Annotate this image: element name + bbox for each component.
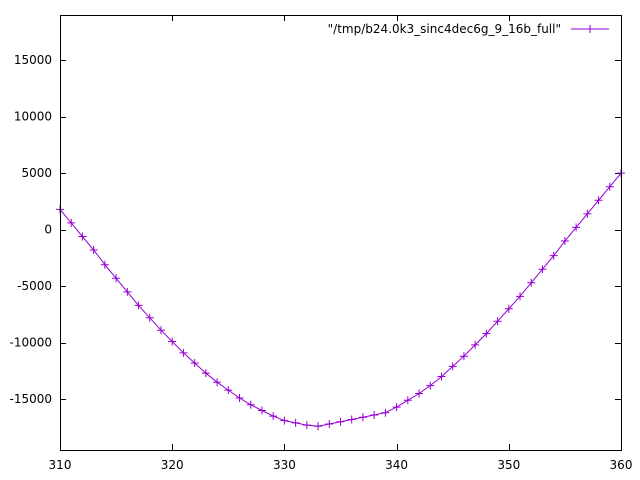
data-point-marker <box>134 301 143 310</box>
data-point-marker <box>291 418 300 427</box>
y-tick-label: -5000 <box>17 279 52 293</box>
data-point-marker <box>437 372 446 381</box>
data-point-marker <box>179 348 188 357</box>
data-point-marker <box>100 260 109 269</box>
data-point-marker <box>302 421 311 430</box>
y-tick-label: 15000 <box>14 53 52 67</box>
data-point-marker <box>112 274 121 283</box>
y-tick-label: 5000 <box>21 166 52 180</box>
legend: "/tmp/b24.0k3_sinc4dec6g_9_16b_full" <box>328 22 609 36</box>
plot-frame <box>60 15 622 451</box>
legend-label: "/tmp/b24.0k3_sinc4dec6g_9_16b_full" <box>328 22 561 36</box>
x-tick-label: 350 <box>497 458 520 472</box>
data-point-marker <box>504 304 513 313</box>
data-point-marker <box>527 278 536 287</box>
data-point-marker <box>213 378 222 387</box>
data-point-marker <box>448 362 457 371</box>
x-tick-label: 330 <box>273 458 296 472</box>
data-point-marker <box>314 422 323 431</box>
data-point-marker <box>78 232 87 241</box>
data-point-marker <box>89 246 98 255</box>
data-point-marker <box>370 410 379 419</box>
data-point-marker <box>403 396 412 405</box>
data-point-marker <box>415 389 424 398</box>
data-point-marker <box>572 223 581 232</box>
x-tick-label: 340 <box>385 458 408 472</box>
data-point-marker <box>516 292 525 301</box>
data-point-marker <box>145 313 154 322</box>
data-point-marker <box>560 236 569 245</box>
x-tick-label: 310 <box>49 458 72 472</box>
data-point-marker <box>246 400 255 409</box>
data-point-marker <box>347 415 356 424</box>
data-point-marker <box>549 251 558 260</box>
data-point-marker <box>190 359 199 367</box>
data-point-marker <box>583 209 592 218</box>
data-point-marker <box>381 408 390 417</box>
data-point-marker <box>459 352 468 361</box>
data-point-marker <box>482 329 491 338</box>
axis-ticks: 310 320 330 340 350 360 -15000 -10000 -5000 0 5000… <box>9 15 632 472</box>
data-point-marker <box>426 381 435 390</box>
data-point-marker <box>224 386 233 395</box>
data-point-marker <box>605 182 614 191</box>
y-tick-label: 10000 <box>14 110 52 124</box>
data-point-marker <box>280 416 289 425</box>
series-layer <box>56 169 625 431</box>
x-tick-label: 320 <box>161 458 184 472</box>
data-point-marker <box>201 369 210 378</box>
data-point-marker <box>168 337 177 346</box>
series-line <box>59 172 622 427</box>
data-point-marker <box>336 417 345 426</box>
data-point-marker <box>392 403 401 412</box>
data-point-marker <box>235 394 244 403</box>
x-tick-label: 360 <box>610 458 633 472</box>
data-point-marker <box>493 317 502 326</box>
legend-marker <box>586 25 594 33</box>
y-tick-label: -10000 <box>9 336 52 350</box>
y-tick-label: -15000 <box>9 392 52 406</box>
data-point-marker <box>156 326 165 335</box>
data-point-marker <box>471 340 480 349</box>
y-tick-label: 0 <box>44 223 52 237</box>
data-point-marker <box>325 420 334 429</box>
data-point-marker <box>538 265 547 274</box>
data-point-marker <box>67 218 76 227</box>
data-point-marker <box>257 406 266 415</box>
data-point-marker <box>123 287 132 296</box>
data-point-marker <box>269 412 278 421</box>
data-point-marker <box>358 413 367 422</box>
data-point-marker <box>594 196 603 205</box>
